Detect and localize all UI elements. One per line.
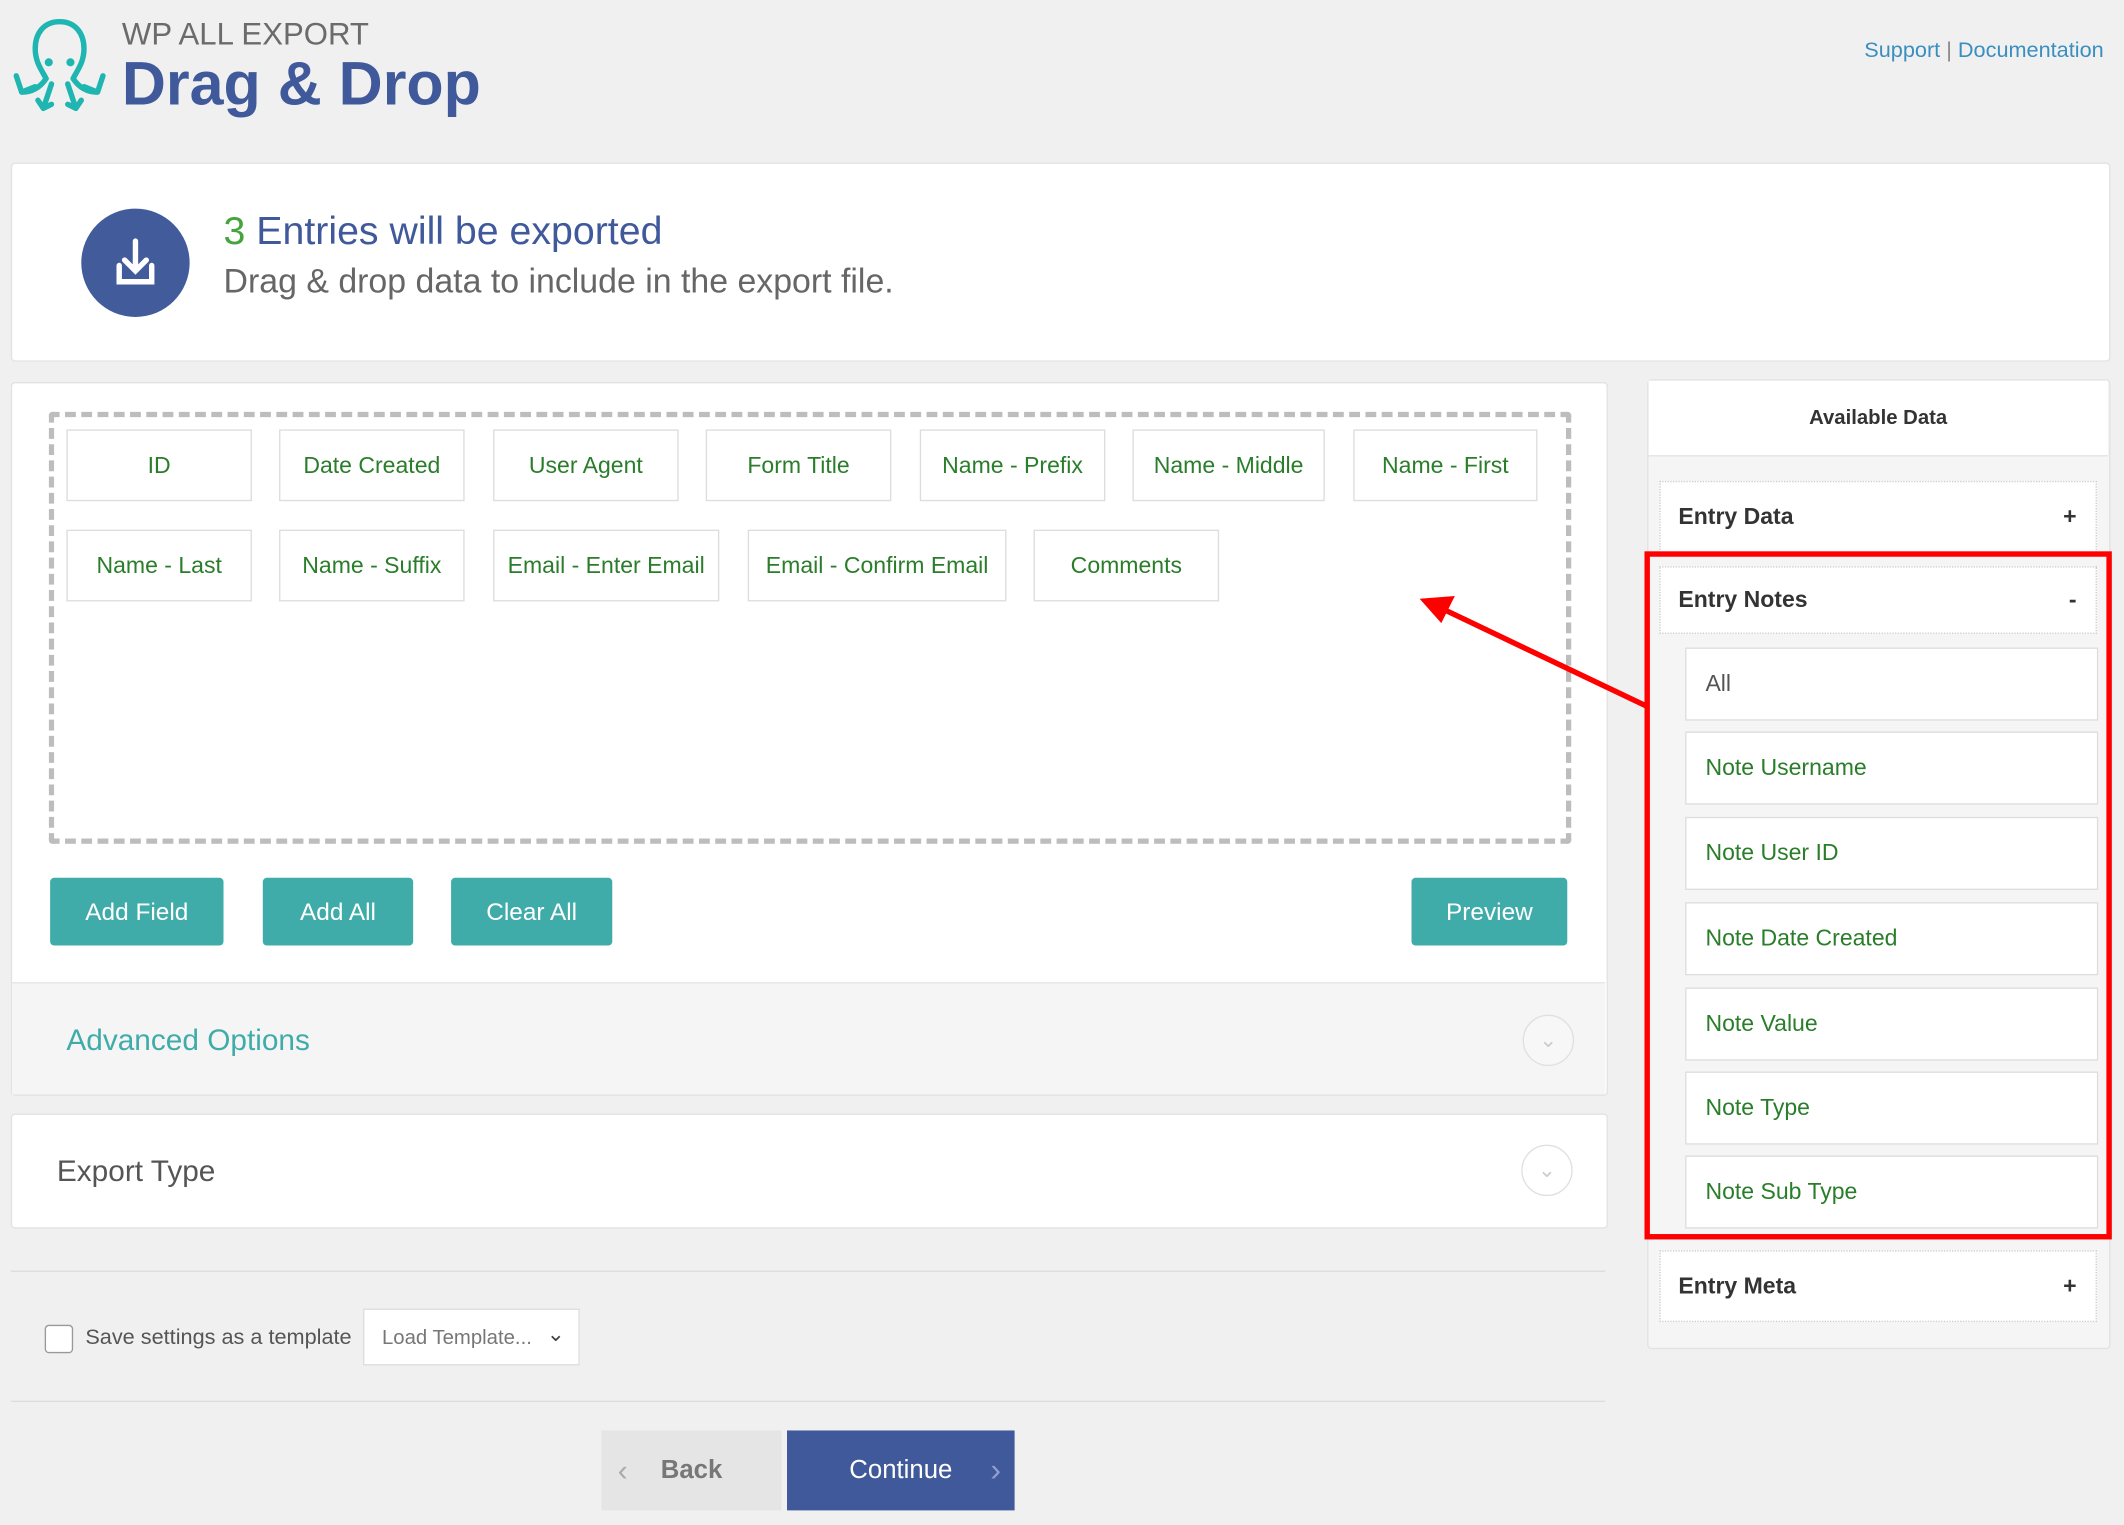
preview-button[interactable]: Preview: [1411, 877, 1568, 946]
available-field-item[interactable]: Note User ID: [1685, 816, 2099, 890]
field-chip[interactable]: Name - Last: [66, 529, 252, 602]
advanced-options-title[interactable]: Advanced Options: [66, 1022, 310, 1057]
available-field-item[interactable]: Note Date Created: [1685, 902, 2099, 976]
expand-icon[interactable]: +: [2063, 1272, 2077, 1299]
field-chip[interactable]: Name - First: [1353, 429, 1538, 502]
field-chip[interactable]: Date Created: [279, 429, 465, 502]
save-template-label: Save settings as a template: [85, 1326, 352, 1350]
chevron-down-icon[interactable]: ⌄: [1522, 1014, 1575, 1067]
field-chip[interactable]: Form Title: [705, 429, 892, 502]
documentation-link[interactable]: Documentation: [1957, 39, 2104, 63]
support-link[interactable]: Support: [1864, 39, 1941, 63]
chevron-down-icon: ⌄: [546, 1323, 565, 1347]
divider: [10, 1400, 1606, 1403]
back-label: Back: [660, 1455, 723, 1484]
collapse-icon[interactable]: -: [2068, 586, 2077, 613]
download-icon: [81, 208, 190, 317]
field-chip[interactable]: User Agent: [493, 429, 679, 502]
chevron-right-icon: ›: [990, 1451, 1002, 1489]
add-all-button[interactable]: Add All: [262, 877, 414, 946]
divider: [10, 1270, 1606, 1272]
entry-count: 3: [223, 209, 246, 254]
export-subtitle: Drag & drop data to include in the expor…: [223, 262, 894, 301]
export-type-title[interactable]: Export Type: [56, 1154, 216, 1188]
available-field-item[interactable]: Note Username: [1685, 731, 2099, 805]
brand-name: WP ALL EXPORT: [121, 16, 369, 52]
entry-data-label: Entry Data: [1678, 503, 1794, 529]
clear-all-button[interactable]: Clear All: [451, 877, 613, 946]
drop-zone[interactable]: [48, 411, 1572, 844]
available-field-item[interactable]: All: [1685, 647, 2099, 721]
highlight-box: [1644, 551, 2112, 1240]
field-chip[interactable]: Name - Suffix: [279, 529, 465, 602]
entry-meta-accordion[interactable]: Entry Meta +: [1659, 1250, 2097, 1323]
entry-notes-accordion[interactable]: Entry Notes -: [1659, 566, 2097, 634]
expand-icon[interactable]: +: [2063, 503, 2077, 529]
export-summary-card: [10, 162, 2111, 362]
load-template-select[interactable]: Load Template... ⌄: [363, 1308, 580, 1366]
add-field-button[interactable]: Add Field: [50, 877, 224, 946]
chevron-down-icon[interactable]: ⌄: [1521, 1144, 1573, 1197]
link-separator: |: [1946, 39, 1952, 63]
page-title: Drag & Drop: [121, 48, 481, 118]
top-links: Support | Documentation: [1864, 39, 2103, 63]
entry-data-accordion[interactable]: Entry Data +: [1659, 480, 2097, 553]
available-field-item[interactable]: Note Type: [1685, 1071, 2099, 1145]
load-template-value: Load Template...: [381, 1325, 532, 1349]
back-button[interactable]: ‹ Back: [601, 1430, 782, 1511]
export-count-heading: 3 Entries will be exported: [224, 210, 663, 255]
field-chip[interactable]: ID: [66, 429, 252, 502]
field-chip[interactable]: Email - Confirm Email: [747, 529, 1007, 602]
entry-notes-label: Entry Notes: [1678, 586, 1808, 613]
field-chip[interactable]: Comments: [1033, 529, 1220, 602]
advanced-options-section[interactable]: [12, 982, 1606, 1095]
available-field-item[interactable]: Note Sub Type: [1685, 1155, 2099, 1229]
wp-all-export-logo-icon: [13, 18, 106, 112]
entry-meta-label: Entry Meta: [1678, 1272, 1797, 1299]
field-chip[interactable]: Name - Middle: [1132, 429, 1325, 502]
annotation-arrow-icon: [1419, 596, 1650, 710]
continue-label: Continue: [849, 1455, 953, 1484]
save-template-checkbox[interactable]: [44, 1324, 74, 1354]
chevron-left-icon: ‹: [617, 1452, 628, 1487]
available-data-title: Available Data: [1648, 380, 2108, 457]
export-type-section[interactable]: [10, 1113, 1608, 1229]
field-chip[interactable]: Email - Enter Email: [493, 529, 720, 602]
available-field-item[interactable]: Note Value: [1685, 987, 2099, 1061]
entry-count-label: Entries will be exported: [256, 209, 663, 254]
field-chip[interactable]: Name - Prefix: [919, 429, 1106, 502]
continue-button[interactable]: Continue ›: [787, 1430, 1015, 1511]
